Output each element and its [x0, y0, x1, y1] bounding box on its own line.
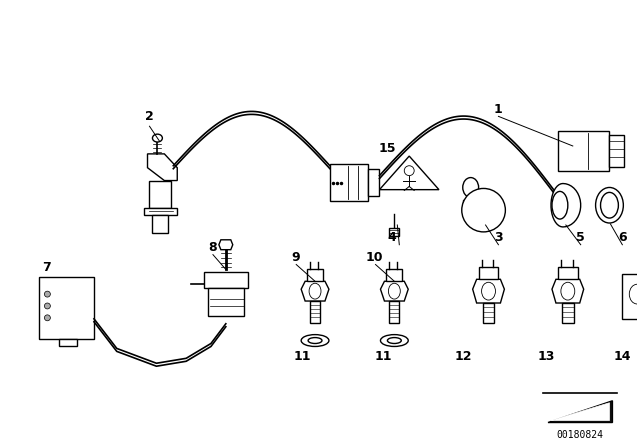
- Bar: [479, 267, 499, 279]
- Text: 1: 1: [494, 103, 503, 116]
- Ellipse shape: [301, 335, 329, 346]
- Bar: [307, 269, 323, 281]
- Bar: [558, 131, 609, 171]
- Ellipse shape: [308, 338, 322, 344]
- Ellipse shape: [463, 177, 479, 197]
- Bar: [143, 208, 177, 215]
- Text: 5: 5: [577, 231, 585, 244]
- Ellipse shape: [44, 315, 51, 321]
- Polygon shape: [551, 184, 580, 227]
- Text: 6: 6: [618, 231, 627, 244]
- Bar: [387, 269, 403, 281]
- Polygon shape: [380, 156, 439, 190]
- Text: 12: 12: [455, 350, 472, 363]
- Bar: [204, 272, 248, 288]
- Ellipse shape: [387, 338, 401, 344]
- Bar: [310, 301, 320, 323]
- Ellipse shape: [461, 189, 506, 232]
- Ellipse shape: [629, 284, 640, 304]
- Ellipse shape: [481, 282, 495, 300]
- Bar: [389, 301, 399, 323]
- Ellipse shape: [596, 187, 623, 223]
- Text: 4: 4: [387, 231, 396, 244]
- Text: 8: 8: [209, 241, 217, 254]
- Ellipse shape: [600, 192, 618, 218]
- Bar: [562, 303, 574, 323]
- Bar: [622, 274, 640, 319]
- Text: 14: 14: [614, 350, 631, 363]
- Bar: [367, 169, 380, 196]
- Text: 3: 3: [494, 231, 503, 244]
- Bar: [60, 339, 77, 346]
- Ellipse shape: [380, 335, 408, 346]
- Text: 7: 7: [42, 261, 51, 274]
- Text: 11: 11: [293, 350, 311, 363]
- Polygon shape: [147, 154, 177, 181]
- Bar: [609, 135, 625, 167]
- Text: 10: 10: [366, 251, 383, 264]
- Bar: [152, 215, 168, 233]
- Polygon shape: [551, 403, 609, 421]
- Ellipse shape: [466, 192, 501, 228]
- Bar: [150, 181, 172, 208]
- Ellipse shape: [44, 291, 51, 297]
- Polygon shape: [552, 279, 584, 303]
- Polygon shape: [219, 240, 233, 250]
- Polygon shape: [548, 401, 612, 422]
- Bar: [330, 164, 367, 201]
- Ellipse shape: [152, 134, 163, 142]
- Bar: [483, 303, 495, 323]
- Bar: [389, 228, 399, 236]
- Text: 11: 11: [374, 350, 392, 363]
- Bar: [40, 277, 94, 339]
- Ellipse shape: [561, 282, 575, 300]
- Polygon shape: [380, 281, 408, 301]
- Text: 13: 13: [538, 350, 555, 363]
- Ellipse shape: [388, 283, 400, 299]
- Text: 15: 15: [379, 142, 396, 155]
- Ellipse shape: [44, 303, 51, 309]
- Ellipse shape: [472, 198, 495, 222]
- Text: 9: 9: [291, 251, 300, 264]
- Text: 00180824: 00180824: [556, 431, 604, 440]
- Bar: [208, 288, 244, 316]
- Ellipse shape: [404, 166, 414, 176]
- Polygon shape: [473, 279, 504, 303]
- Polygon shape: [301, 281, 329, 301]
- Bar: [463, 200, 479, 212]
- Text: 2: 2: [145, 110, 154, 123]
- Ellipse shape: [309, 283, 321, 299]
- Bar: [558, 267, 578, 279]
- Ellipse shape: [552, 191, 568, 219]
